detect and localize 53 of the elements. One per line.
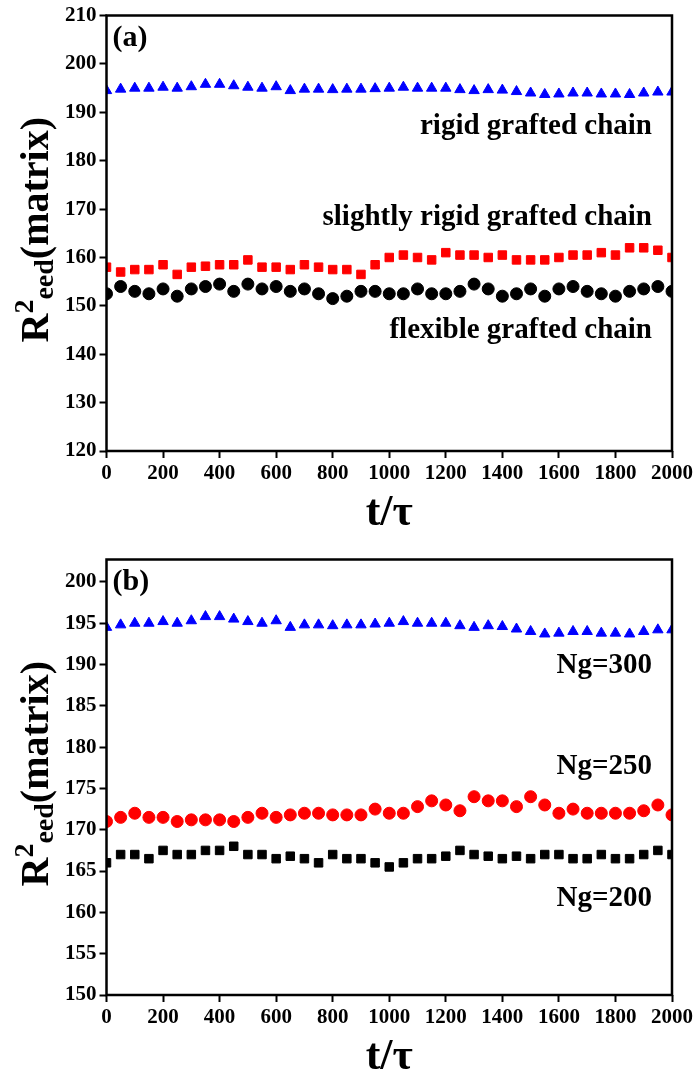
- x-tick-label: 1600: [537, 1004, 580, 1029]
- y-tick-label: 185: [65, 692, 97, 717]
- y-tick-label: 170: [65, 816, 97, 841]
- x-tick-label: 0: [101, 1004, 112, 1029]
- x-tick-label: 400: [203, 1004, 236, 1029]
- x-tick-label: 1800: [594, 1004, 637, 1029]
- series-label: rigid grafted chain: [420, 107, 652, 140]
- x-tick-label: 800: [316, 1004, 349, 1029]
- y-tick-label: 160: [65, 898, 97, 923]
- x-tick-label: 1000: [368, 1004, 411, 1029]
- x-tick-label: 0: [101, 460, 112, 485]
- y-tick-label: 165: [65, 857, 97, 882]
- y-tick-label: 170: [65, 195, 97, 220]
- y-tick-label: 180: [65, 733, 97, 758]
- series-label: flexible grafted chain: [389, 312, 652, 345]
- x-axis-title: t/τ: [365, 485, 413, 535]
- x-tick-label: 200: [147, 1004, 179, 1029]
- annotation: (b): [112, 563, 150, 598]
- y-tick-label: 195: [65, 609, 97, 634]
- x-tick-label: 1400: [481, 460, 524, 485]
- x-tick-label: 600: [260, 1004, 292, 1029]
- x-tick-label: 400: [203, 460, 236, 485]
- y-tick-label: 120: [65, 437, 97, 462]
- x-tick-label: 1000: [368, 460, 411, 485]
- x-tick-label: 200: [147, 460, 179, 485]
- x-axis-title: t/τ: [365, 1029, 413, 1079]
- y-tick-label: 130: [65, 389, 97, 414]
- y-tick-label: 190: [65, 98, 97, 123]
- y-tick-label: 210: [65, 2, 97, 27]
- x-tick-label: 1400: [481, 1004, 524, 1029]
- annotation: (a): [112, 19, 148, 54]
- y-tick-label: 200: [65, 50, 97, 75]
- x-tick-label: 2000: [651, 1004, 693, 1029]
- x-tick-label: 1800: [594, 460, 637, 485]
- y-tick-label: 155: [65, 940, 97, 965]
- y-tick-label: 150: [65, 981, 97, 1006]
- series-label: Ng=250: [556, 748, 652, 781]
- y-tick-label: 190: [65, 650, 97, 675]
- y-tick-label: 160: [65, 243, 97, 268]
- y-tick-label: 175: [65, 774, 97, 799]
- series-label: slightly rigid grafted chain: [322, 199, 652, 232]
- x-tick-label: 1200: [424, 1004, 467, 1029]
- x-tick-label: 600: [260, 460, 292, 485]
- y-tick-label: 140: [65, 340, 97, 365]
- x-tick-label: 1200: [424, 460, 467, 485]
- y-tick-label: 150: [65, 292, 97, 317]
- x-tick-label: 800: [316, 460, 349, 485]
- series-label: Ng=300: [556, 647, 652, 680]
- y-tick-label: 180: [65, 147, 97, 172]
- y-tick-label: 200: [65, 568, 97, 593]
- series-label: Ng=200: [556, 880, 652, 913]
- x-tick-label: 2000: [651, 460, 693, 485]
- x-tick-label: 1600: [537, 460, 580, 485]
